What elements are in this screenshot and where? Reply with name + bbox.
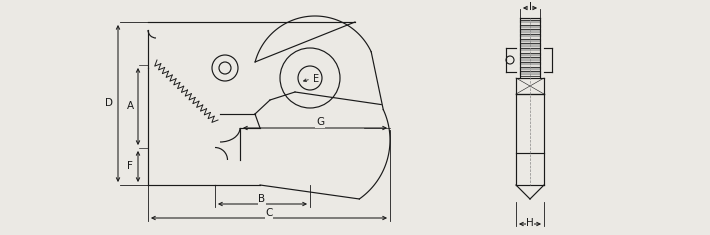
Text: B: B	[258, 194, 266, 204]
Text: F: F	[127, 161, 133, 171]
Text: G: G	[316, 117, 324, 127]
Text: C: C	[266, 208, 273, 218]
Text: I: I	[528, 2, 532, 12]
Text: D: D	[105, 98, 113, 108]
Text: E: E	[313, 74, 319, 84]
Text: A: A	[126, 101, 133, 111]
Text: H: H	[526, 218, 534, 228]
